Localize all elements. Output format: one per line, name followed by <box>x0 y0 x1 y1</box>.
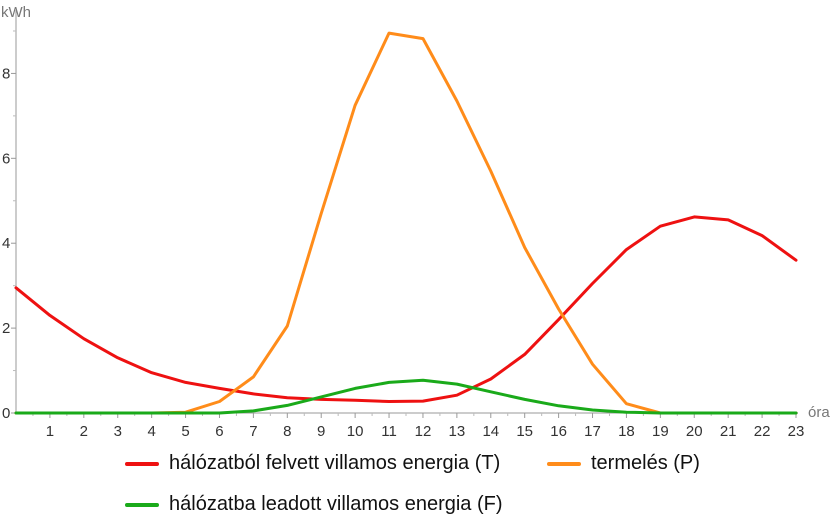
x-tick-label: 13 <box>449 423 466 440</box>
legend-label-t: hálózatból felvett villamos energia (T) <box>169 452 501 474</box>
x-tick-label: 5 <box>181 423 189 440</box>
x-tick-label: 15 <box>516 423 533 440</box>
x-tick-label: 12 <box>415 423 432 440</box>
legend-label-p: termelés (P) <box>591 452 700 474</box>
legend-item-p: termelés (P) <box>547 452 700 475</box>
x-tick-label: 17 <box>584 423 601 440</box>
legend: hálózatból felvett villamos energia (T) … <box>0 440 834 531</box>
x-tick-label: 20 <box>686 423 703 440</box>
y-tick-label: 0 <box>2 405 10 422</box>
x-tick-label: 1 <box>46 423 54 440</box>
x-tick-label: 7 <box>249 423 257 440</box>
legend-item-f: hálózatba leadott villamos energia (F) <box>125 493 503 516</box>
x-tick-label: 6 <box>215 423 223 440</box>
y-axis-title: kWh <box>1 4 31 21</box>
series-line-p <box>14 31 798 415</box>
axes: 1 2 3 4 5 6 7 8 9 10 11 12 13 14 15 16 17 18 19 20 21 22 23024… <box>2 10 804 440</box>
x-tick-label: 14 <box>482 423 499 440</box>
x-tick-label: 11 <box>381 423 397 440</box>
series-line-f <box>14 378 798 415</box>
x-axis-title: óra <box>808 404 830 421</box>
x-tick-label: 16 <box>550 423 567 440</box>
line-chart: 1 2 3 4 5 6 7 8 9 10 11 12 13 14 15 16 17 18 19 20 21 22 23024… <box>1 4 830 440</box>
legend-swatch-p <box>547 461 581 466</box>
x-tick-label: 23 <box>788 423 805 440</box>
y-tick-label: 8 <box>2 65 10 82</box>
y-tick-label: 4 <box>2 235 10 252</box>
legend-swatch-f <box>125 502 159 507</box>
x-tick-label: 19 <box>652 423 669 440</box>
x-tick-label: 10 <box>347 423 364 440</box>
x-tick-label: 18 <box>618 423 635 440</box>
x-tick-label: 3 <box>114 423 122 440</box>
x-tick-label: 4 <box>147 423 155 440</box>
x-tick-label: 2 <box>80 423 88 440</box>
y-tick-label: 6 <box>2 150 10 167</box>
legend-swatch-t <box>125 461 159 466</box>
x-tick-label: 21 <box>720 423 737 440</box>
series-line-t <box>14 215 798 403</box>
legend-label-f: hálózatba leadott villamos energia (F) <box>169 493 503 515</box>
y-tick-label: 2 <box>2 320 10 337</box>
x-tick-label: 9 <box>317 423 325 440</box>
plot-area <box>14 31 798 415</box>
x-tick-label: 8 <box>283 423 291 440</box>
legend-item-t: hálózatból felvett villamos energia (T) <box>125 452 500 475</box>
x-tick-label: 22 <box>754 423 771 440</box>
